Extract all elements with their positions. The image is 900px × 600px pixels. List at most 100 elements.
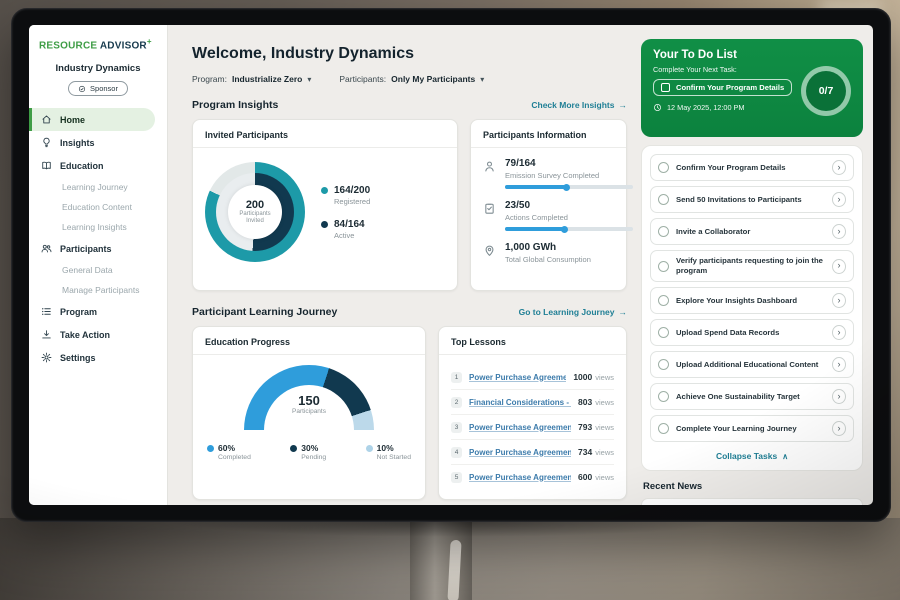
lesson-views: 600: [578, 472, 593, 482]
card-title: Education Progress: [193, 337, 425, 355]
invited-donut-chart: 200 Participants Invited: [205, 162, 305, 262]
program-icon: [41, 306, 52, 317]
task-checkbox-icon[interactable]: [658, 260, 669, 272]
task-checkbox-icon[interactable]: [658, 391, 669, 402]
card-title: Invited Participants: [193, 130, 457, 148]
chevron-right-icon[interactable]: ›: [832, 357, 846, 372]
sidebar-item-education[interactable]: Education: [29, 154, 167, 177]
sponsor-badge-icon: [78, 85, 86, 92]
sidebar-item-insights[interactable]: Insights: [29, 131, 167, 154]
collapse-tasks-button[interactable]: Collapse Tasks ∧: [650, 447, 854, 466]
todo-subtitle: Complete Your Next Task:: [653, 65, 737, 74]
sidebar-item-program[interactable]: Program: [29, 300, 167, 323]
chevron-right-icon[interactable]: ›: [832, 192, 846, 207]
sidebar-item-label: Settings: [60, 352, 96, 363]
chevron-right-icon[interactable]: ›: [832, 160, 846, 175]
participants-filter[interactable]: Participants: Only My Participants ▾: [339, 74, 484, 84]
task-checkbox-icon[interactable]: [658, 423, 669, 434]
monitor-bezel: RESOURCE ADVISOR+ Industry Dynamics Spon…: [11, 8, 891, 522]
logo-plus: +: [146, 37, 152, 46]
chevron-right-icon[interactable]: ›: [832, 293, 846, 308]
views-suffix: views: [595, 473, 614, 482]
sidebar-item-general-data[interactable]: General Data: [62, 265, 113, 276]
task-row-upload-educational-content[interactable]: Upload Additional Educational Content ›: [650, 351, 854, 378]
filters-row: Program: Industrialize Zero ▾ Participan…: [192, 74, 627, 84]
gauge-center-label: Participants: [292, 408, 326, 415]
participants-filter-label: Participants:: [339, 74, 387, 84]
task-row-upload-spend-data[interactable]: Upload Spend Data Records ›: [650, 319, 854, 346]
stat-value: 23/50: [505, 200, 531, 211]
arrow-right-icon: →: [618, 307, 628, 317]
sidebar-item-home[interactable]: Home: [29, 108, 155, 132]
sidebar-nav: Home Insights Education Learning Journey…: [29, 108, 167, 369]
learning-journey-header: Participant Learning Journey Go to Learn…: [192, 306, 627, 318]
sidebar-item-education-content[interactable]: Education Content: [62, 202, 132, 213]
invited-participants-card: Invited Participants 200 Participants In…: [192, 119, 458, 291]
task-checkbox-icon[interactable]: [658, 359, 669, 370]
sponsor-badge-label: Sponsor: [90, 84, 118, 94]
home-icon: [41, 114, 52, 125]
lesson-link[interactable]: Financial Considerations - VPPAs: [469, 397, 571, 407]
todo-column: Your To Do List Complete Your Next Task:…: [639, 25, 873, 505]
org-name: Industry Dynamics: [55, 63, 141, 75]
chevron-right-icon[interactable]: ›: [832, 389, 846, 404]
chevron-right-icon[interactable]: ›: [832, 258, 846, 274]
lesson-link[interactable]: Power Purchase Agreements 101: [469, 422, 572, 432]
clock-icon: [654, 104, 661, 111]
lesson-rank: 1: [451, 371, 462, 383]
task-row-explore-insights[interactable]: Explore Your Insights Dashboard ›: [650, 287, 854, 314]
lesson-link[interactable]: Power Purchase Agreements 103: [469, 472, 572, 482]
task-row-invite-collaborator[interactable]: Invite a Collaborator ›: [650, 218, 854, 245]
program-filter-label: Program:: [192, 74, 227, 84]
sidebar-item-learning-journey[interactable]: Learning Journey: [62, 182, 128, 193]
sidebar-item-manage-participants[interactable]: Manage Participants: [62, 285, 140, 296]
views-suffix: views: [595, 448, 614, 457]
task-row-verify-participants[interactable]: Verify participants requesting to join t…: [650, 250, 854, 282]
chevron-right-icon[interactable]: ›: [832, 325, 846, 340]
task-row-send-invitations[interactable]: Send 50 Invitations to Participants ›: [650, 186, 854, 213]
education-icon: [41, 160, 52, 171]
program-filter[interactable]: Program: Industrialize Zero ▾: [192, 74, 311, 84]
task-label: Send 50 Invitations to Participants: [676, 194, 802, 204]
lesson-views: 793: [578, 422, 593, 432]
chevron-right-icon[interactable]: ›: [832, 421, 846, 436]
task-checkbox-icon[interactable]: [658, 226, 669, 237]
settings-icon: [41, 352, 52, 363]
next-task-button[interactable]: Confirm Your Program Details: [653, 79, 793, 96]
program-insights-header: Program Insights Check More Insights →: [192, 99, 627, 111]
go-to-learning-journey-link[interactable]: Go to Learning Journey →: [519, 307, 627, 317]
sidebar-item-learning-insights[interactable]: Learning Insights: [62, 222, 127, 233]
sidebar-item-label: Program: [60, 306, 98, 317]
gauge-center-value: 150: [298, 393, 320, 408]
views-suffix: views: [595, 373, 614, 382]
check-more-insights-link[interactable]: Check More Insights →: [531, 100, 627, 110]
lesson-link[interactable]: Power Purchase Agreements 102: [469, 447, 572, 457]
donut-center-value: 200: [245, 198, 265, 211]
todo-progress-label: 0/7: [806, 71, 846, 111]
card-title: Participants Information: [471, 130, 626, 148]
chevron-right-icon[interactable]: ›: [832, 224, 846, 239]
section-title: Program Insights: [192, 99, 279, 111]
sidebar-item-take-action[interactable]: Take Action: [29, 323, 167, 346]
lesson-link[interactable]: Power Purchase Agreements 101: [469, 372, 567, 382]
task-checkbox-icon[interactable]: [658, 194, 669, 205]
task-checkbox-icon[interactable]: [658, 295, 669, 306]
main-content: Welcome, Industry Dynamics Program: Indu…: [168, 25, 639, 505]
donut-legend: 164/200 Registered 84/164 Active: [321, 185, 370, 240]
task-row-confirm-program[interactable]: Confirm Your Program Details ›: [650, 154, 854, 181]
link-label: Check More Insights: [531, 100, 615, 110]
sponsor-badge[interactable]: Sponsor: [68, 81, 128, 97]
task-row-achieve-target[interactable]: Achieve One Sustainability Target ›: [650, 383, 854, 410]
task-checkbox-icon[interactable]: [658, 162, 669, 173]
stat-label: Total Global Consumption: [505, 255, 591, 264]
app-logo: RESOURCE ADVISOR+: [29, 37, 167, 51]
sidebar-item-participants[interactable]: Participants: [29, 237, 167, 260]
sidebar-item-label: Education: [60, 160, 104, 171]
task-checkbox-icon[interactable]: [658, 327, 669, 338]
legend-pending: 30% Pending: [290, 443, 326, 461]
sidebar-item-settings[interactable]: Settings: [29, 346, 167, 369]
task-label: Verify participants requesting to join t…: [676, 256, 823, 275]
task-row-complete-journey[interactable]: Complete Your Learning Journey ›: [650, 415, 854, 442]
